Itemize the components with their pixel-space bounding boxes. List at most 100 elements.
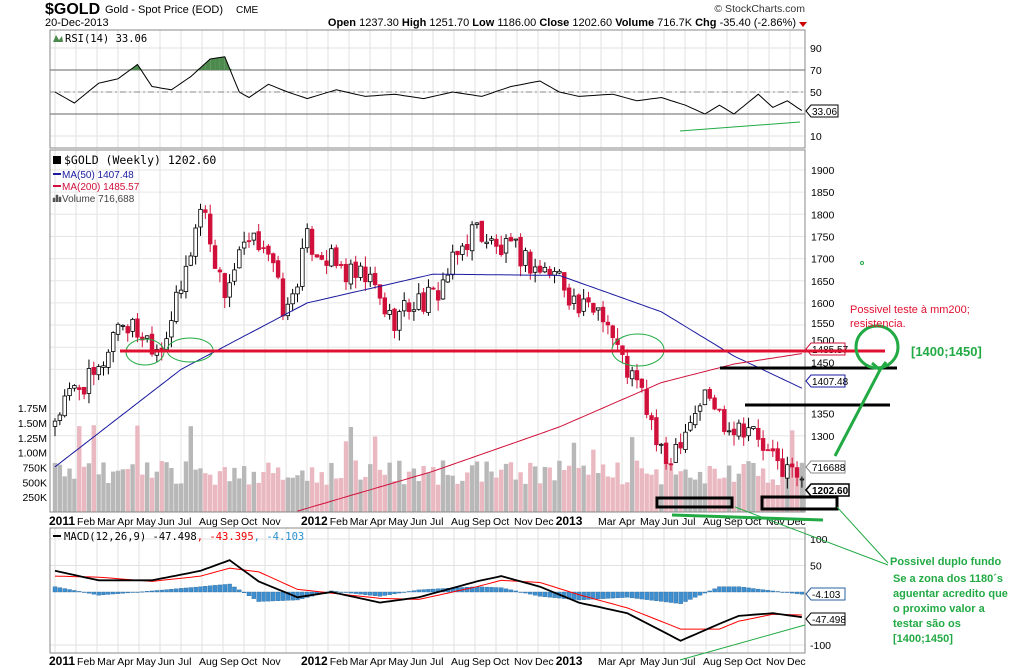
macd-histogram-bar	[615, 591, 620, 599]
volume-bar	[125, 468, 130, 512]
candle-body	[542, 266, 548, 273]
low-label: Low	[472, 17, 494, 29]
volume-bar	[91, 425, 96, 512]
candle-body	[241, 241, 247, 249]
candle-body	[498, 244, 504, 256]
bottom-box-2	[760, 495, 839, 511]
volume-bar	[610, 477, 615, 512]
macd-axis-label: 100	[810, 534, 828, 546]
x-axis-label: Apr	[117, 516, 134, 528]
hist-last-value: -4.103	[812, 590, 841, 601]
macd-histogram-bar	[634, 591, 640, 599]
candle-body	[81, 386, 87, 395]
rsi-legend-text: RSI(14) 33.06	[65, 33, 147, 45]
volume-bar	[731, 481, 737, 512]
volume-bar	[353, 460, 358, 512]
volume-bar	[348, 427, 354, 512]
x-axis-label: Dec	[535, 516, 554, 528]
candle-body	[125, 326, 130, 334]
open-value: 1237.30	[359, 17, 399, 29]
candle-body	[707, 389, 712, 399]
candle-body	[790, 463, 795, 468]
candle-body	[765, 449, 771, 452]
candle-body	[445, 274, 451, 283]
volume-bar	[149, 477, 155, 512]
volume-bar	[450, 475, 455, 512]
macd-histogram-bar	[503, 588, 509, 593]
macd-histogram-bar	[426, 589, 431, 593]
volume-bar	[363, 476, 368, 512]
volume-bar	[111, 471, 116, 512]
macd-histogram-bar	[237, 589, 242, 593]
ma200-line	[297, 353, 802, 512]
candle-body	[532, 266, 538, 273]
candle-body	[285, 303, 290, 317]
bottom-box-1	[655, 496, 734, 509]
volume-bar	[387, 462, 392, 512]
candle-body	[780, 458, 785, 477]
macd-histogram-bar	[518, 591, 523, 593]
candle-body	[751, 426, 756, 429]
volume-bar	[629, 437, 635, 512]
volume-bar	[756, 475, 761, 512]
volume-bar	[329, 462, 334, 512]
volume-bar	[722, 477, 727, 512]
macd-histogram-bar	[261, 591, 266, 602]
volume-bar	[460, 480, 465, 512]
candle-body	[343, 263, 349, 283]
volume-axis-label: 750K	[22, 463, 47, 475]
x-axis-label: Nov	[514, 656, 533, 668]
close-last-value: 1202.60	[812, 486, 849, 497]
candle-body	[697, 405, 703, 412]
volume-bar	[334, 478, 339, 512]
macd-histogram-bar	[799, 591, 805, 595]
x-axis-label: Apr	[619, 656, 636, 668]
price-axis-label: 1350	[811, 409, 835, 421]
volume-icon	[52, 194, 62, 202]
macd-histogram-bar	[746, 587, 751, 593]
copyright: © StockCharts.com	[714, 3, 805, 15]
candle-body	[799, 478, 805, 481]
volume-bar	[673, 474, 678, 512]
candle-body	[57, 414, 63, 421]
volume-bar	[474, 461, 480, 512]
macd-histogram-bar	[649, 591, 654, 601]
volume-bar	[338, 477, 344, 512]
candle-body	[775, 448, 780, 462]
macd-histogram-bar	[591, 591, 596, 600]
macd-histogram-bar	[794, 591, 800, 594]
volume-bar	[528, 462, 533, 512]
candle-body	[183, 265, 189, 292]
macd-histogram-bar	[663, 591, 669, 603]
volume-bar	[227, 481, 232, 512]
chg-label: Chg	[695, 17, 716, 29]
macd-histogram-bar	[62, 588, 67, 593]
date: 20-Dec-2013	[45, 17, 109, 29]
macd-histogram-bar	[348, 591, 354, 594]
close-value: 1202.60	[572, 17, 612, 29]
volume-bar	[508, 462, 514, 512]
macd-histogram-bar	[144, 591, 150, 593]
x-axis-label: Mar	[97, 656, 116, 668]
x-axis-label: May	[388, 516, 409, 528]
volume-bar	[479, 481, 484, 512]
macd-histogram-bar	[266, 591, 271, 602]
volume-bar	[465, 472, 470, 512]
down-arrow-icon	[799, 22, 807, 27]
macd-histogram-bar	[130, 591, 135, 593]
macd-histogram-bar	[343, 591, 349, 593]
volume-bar	[377, 469, 383, 512]
x-axis-label: 2011	[49, 514, 75, 528]
candle-body	[111, 332, 116, 352]
volume-bar	[532, 466, 538, 512]
candle-body	[416, 293, 421, 310]
macd-histogram-bar	[86, 591, 92, 594]
target-dot	[860, 261, 864, 265]
double-bottom-note-5: testar são os	[893, 618, 961, 630]
resistance-note-line-1: Possivel teste à mm200;	[850, 304, 970, 316]
volume-bar	[644, 473, 649, 512]
candle-body	[663, 442, 669, 464]
candle-body	[358, 265, 363, 278]
rsi-overbought-fill	[205, 59, 211, 70]
price-axis-label: 1450	[811, 357, 835, 369]
